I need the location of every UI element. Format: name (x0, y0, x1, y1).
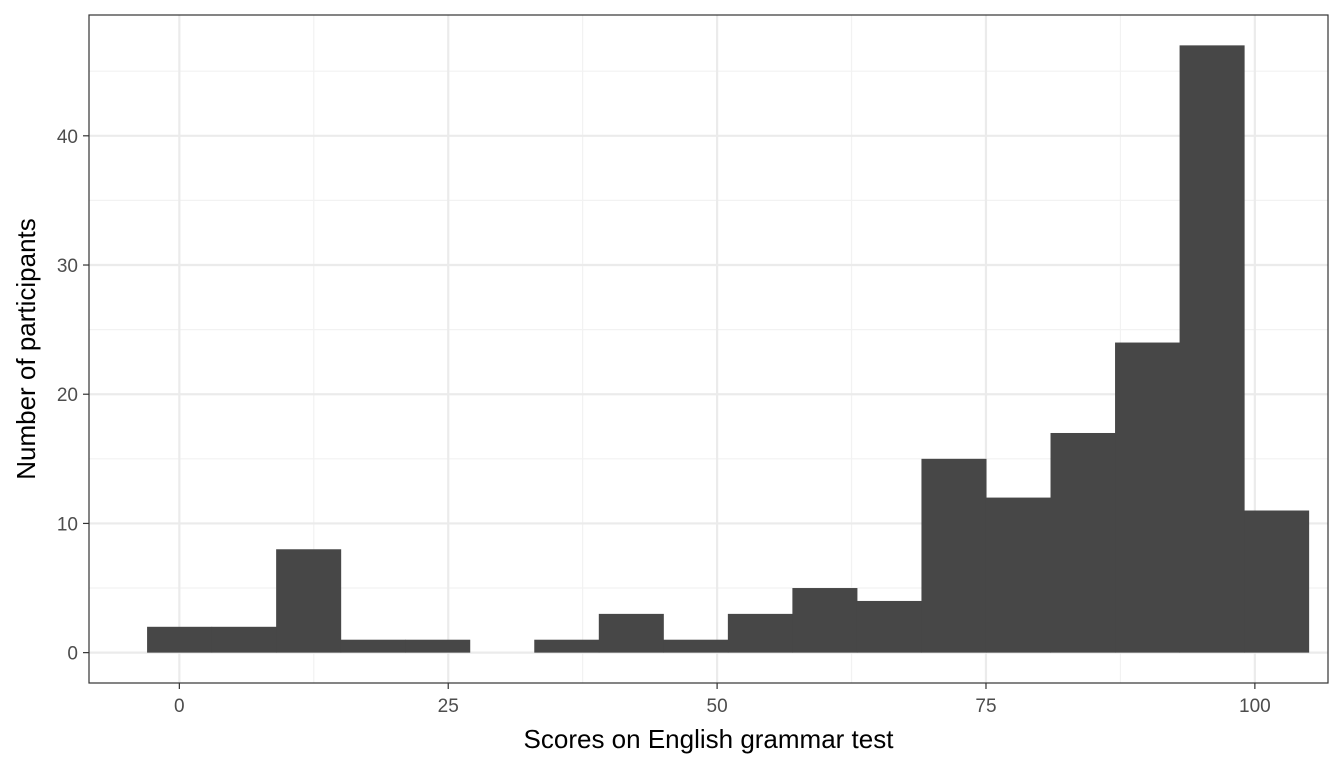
histogram-bar (598, 613, 664, 653)
histogram-bar (792, 588, 858, 653)
histogram-bar (534, 639, 600, 653)
histogram-bar (856, 600, 922, 653)
histogram-bar (1244, 510, 1310, 653)
x-tick-label: 0 (174, 696, 185, 717)
histogram-bar (1179, 45, 1245, 653)
y-tick-label: 10 (57, 514, 78, 535)
histogram-bar (985, 497, 1052, 653)
histogram-bar (1050, 432, 1116, 653)
histogram-bar (727, 613, 793, 653)
histogram-bar (340, 639, 406, 653)
histogram-bar (405, 639, 471, 653)
plot-panel-border (88, 14, 1329, 684)
y-tick-label: 20 (57, 385, 78, 406)
histogram-bar (147, 626, 213, 653)
x-tick-label: 75 (975, 696, 996, 717)
x-axis-title: Scores on English grammar test (524, 724, 895, 754)
histogram-bar (276, 549, 342, 653)
histogram-bar (663, 639, 729, 653)
histogram-bar (211, 626, 277, 653)
histogram-bar (1115, 342, 1181, 653)
x-tick-label: 100 (1239, 696, 1271, 717)
x-axis: 0 25 50 75 100 (174, 683, 1271, 717)
histogram-bars (147, 45, 1310, 653)
y-tick-label: 40 (57, 127, 78, 148)
y-axis: 0 10 20 30 40 (57, 127, 89, 665)
histogram-bar (921, 458, 987, 653)
y-tick-label: 0 (67, 644, 78, 665)
x-tick-label: 25 (438, 696, 459, 717)
y-axis-title: Number of participants (11, 218, 41, 480)
x-tick-label: 50 (707, 696, 728, 717)
y-tick-label: 30 (57, 256, 78, 277)
